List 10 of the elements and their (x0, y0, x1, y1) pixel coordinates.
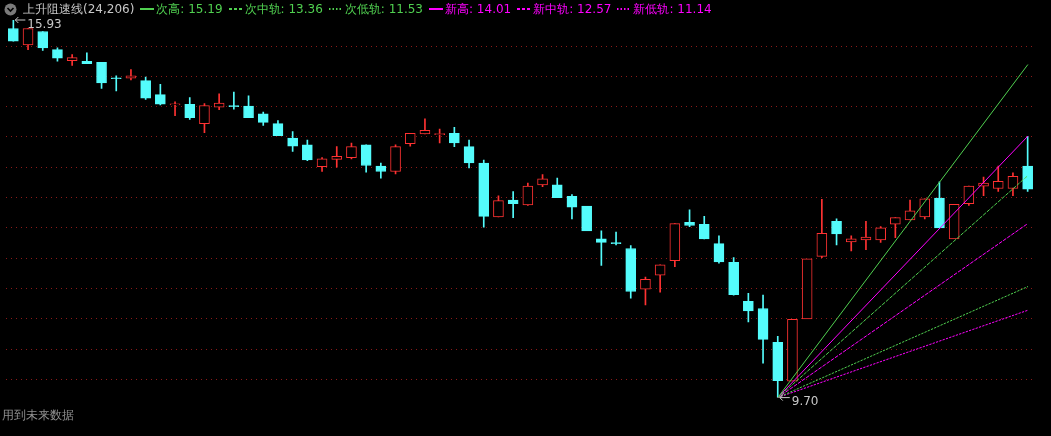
annotation: 9.70 (791, 393, 819, 408)
annotation: 15.93 (27, 17, 62, 32)
legend-label: 新低轨: 11.14 (633, 1, 712, 18)
legend-label: 次中轨: 13.36 (244, 1, 323, 18)
legend-label: 次高: 15.19 (156, 1, 223, 18)
legend-label: 新高: 14.01 (445, 1, 512, 18)
chart-title: 上升阻速线(24,206) (23, 1, 135, 18)
text: 用到未来数据 (2, 407, 74, 424)
legend-label: 次低轨: 11.53 (344, 1, 424, 18)
legend-label: 新中轨: 12.57 (533, 1, 612, 18)
